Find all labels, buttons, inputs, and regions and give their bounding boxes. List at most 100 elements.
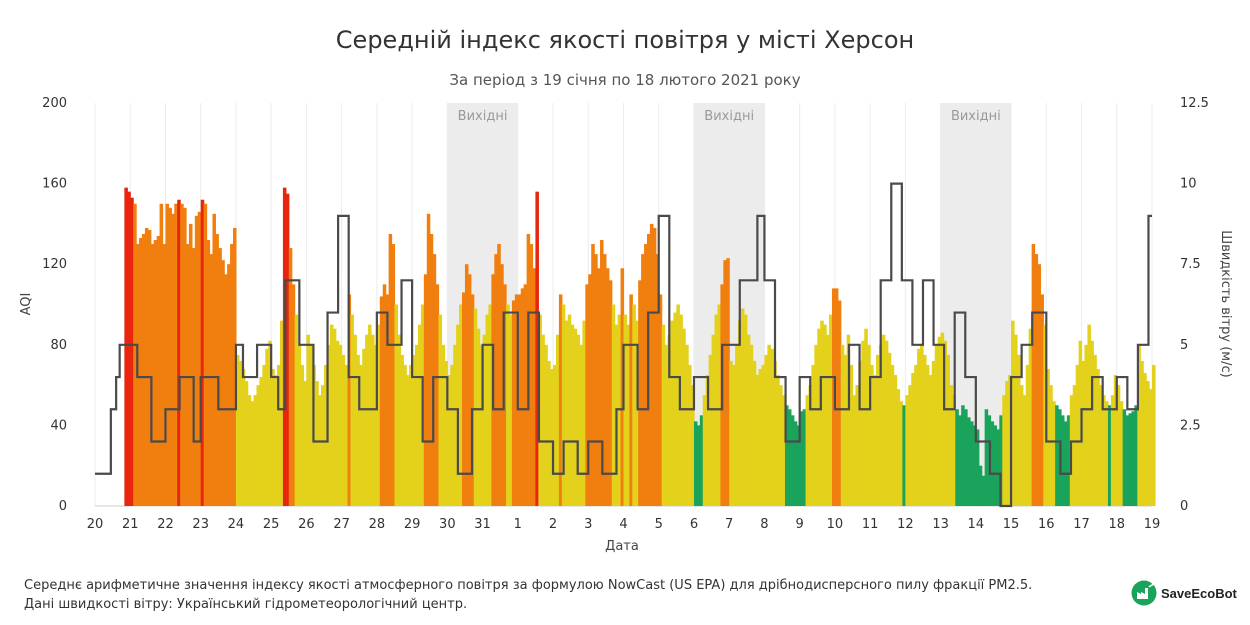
x-tick-label: 5 — [655, 517, 663, 532]
aqi-bar — [206, 240, 211, 506]
aqi-bar — [717, 304, 721, 506]
aqi-bar — [194, 215, 199, 506]
aqi-bar — [937, 336, 942, 506]
y-tick-label: 200 — [42, 96, 67, 111]
footnote: Середнє арифметичне значення індексу яко… — [24, 576, 1032, 614]
aqi-bar — [558, 294, 563, 506]
aqi-bar — [620, 268, 625, 506]
aqi-bar — [917, 348, 921, 506]
chart-subtitle: За період з 19 січня по 18 лютого 2021 р… — [449, 71, 800, 89]
aqi-bar — [820, 320, 824, 506]
aqi-bar — [224, 274, 228, 506]
aqi-bar — [209, 254, 214, 506]
aqi-bar — [517, 294, 522, 506]
aqi-bar — [186, 244, 190, 507]
aqi-bar — [297, 344, 302, 506]
aqi-bar — [288, 248, 293, 506]
aqi-bar — [347, 294, 352, 506]
aqi-bar — [752, 360, 757, 506]
aqi-bar — [271, 368, 275, 506]
aqi-bar — [570, 324, 575, 506]
aqi-bar — [849, 364, 854, 506]
aqi-bar — [291, 284, 296, 506]
aqi-bar — [133, 203, 137, 506]
x-tick-label: 7 — [725, 517, 733, 532]
aqi-bar — [975, 429, 980, 506]
aqi-bar — [441, 344, 445, 506]
aqi-bar — [277, 364, 281, 506]
footnote-method: Середнє арифметичне значення індексу яко… — [24, 578, 1033, 593]
aqi-bar — [514, 294, 519, 506]
aqi-bar — [1014, 334, 1018, 506]
aqi-bar — [782, 395, 786, 506]
aqi-bar — [426, 213, 431, 506]
aqi-bar — [829, 314, 833, 506]
aqi-bar — [268, 340, 272, 506]
aqi-bar — [723, 260, 727, 506]
aqi-bar — [274, 375, 278, 506]
x-tick-label: 2 — [549, 517, 557, 532]
aqi-bar — [309, 344, 313, 506]
aqi-bar — [623, 314, 628, 506]
aqi-bar — [635, 320, 639, 506]
aqi-bar — [1152, 364, 1156, 506]
aqi-bar — [667, 334, 672, 506]
aqi-bar — [1134, 405, 1138, 506]
x-tick-label: 9 — [796, 517, 804, 532]
aqi-bar — [1025, 364, 1030, 506]
aqi-bar — [685, 344, 689, 506]
aqi-bar — [682, 328, 686, 506]
aqi-bar — [159, 203, 164, 506]
x-tick-label: 13 — [932, 517, 949, 532]
aqi-bar — [1008, 375, 1012, 506]
x-tick-label: 20 — [87, 517, 104, 532]
aqi-bar — [139, 238, 143, 506]
aqi-bar — [124, 187, 128, 506]
aqi-bar — [582, 320, 586, 506]
x-tick-label: 27 — [333, 517, 350, 532]
aqi-bar — [500, 264, 504, 506]
aqi-bar — [127, 191, 131, 506]
wind-speed-line — [95, 182, 1152, 508]
aqi-bar — [884, 340, 889, 506]
aqi-bar — [1002, 395, 1006, 506]
aqi-bar — [817, 328, 821, 506]
aqi-bar — [811, 364, 815, 506]
x-tick-label: 10 — [827, 517, 844, 532]
aqi-bar — [743, 314, 748, 506]
y-tick-label: 160 — [42, 177, 67, 192]
aqi-bar — [893, 375, 898, 506]
aqi-bar — [1140, 360, 1144, 506]
y-axis-title: AQI — [19, 293, 34, 316]
aqi-bar — [1040, 294, 1044, 506]
x-tick-label: 18 — [1108, 517, 1125, 532]
aqi-bar — [485, 314, 490, 506]
aqi-bar — [738, 320, 742, 506]
aqi-bar — [691, 385, 695, 506]
x-tick-label: 12 — [897, 517, 914, 532]
aqi-bar — [356, 354, 360, 506]
aqi-bar — [188, 223, 193, 506]
x-axis-title: Дата — [605, 539, 639, 554]
aqi-bar — [1146, 381, 1150, 506]
aqi-bar — [837, 300, 842, 506]
aqi-bar — [144, 227, 149, 506]
aqi-bar — [494, 254, 498, 506]
aqi-bar — [708, 354, 713, 506]
aqi-bar — [608, 280, 613, 506]
aqi-bar — [931, 360, 936, 506]
aqi-bar — [588, 274, 592, 506]
aqi-bar — [1016, 354, 1021, 506]
aqi-bars — [124, 187, 1156, 507]
aqi-bar — [1055, 405, 1059, 506]
aqi-bar — [1043, 324, 1047, 506]
aqi-bar — [579, 344, 583, 506]
aqi-bar — [238, 360, 243, 506]
aqi-bar — [459, 304, 463, 506]
aqi-bar — [799, 411, 804, 506]
aqi-bar — [438, 314, 443, 506]
aqi-bar — [279, 320, 284, 506]
aqi-bar — [321, 385, 325, 506]
aqi-bar — [394, 304, 399, 506]
aqi-bar — [773, 360, 777, 506]
